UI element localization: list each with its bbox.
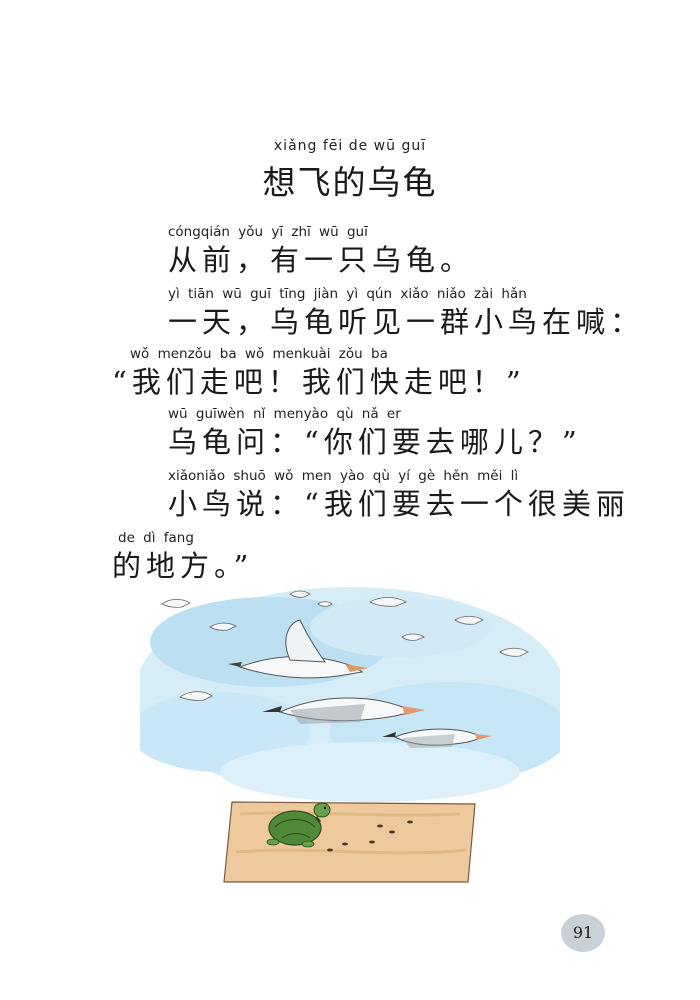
line-hanzi: 从前，有一只乌龟。 xyxy=(168,243,475,277)
lesson-title: xiǎng fēi de wū guī 想飞的乌龟 xyxy=(0,138,700,204)
bird-large-3 xyxy=(382,728,492,748)
text-line-3: wǒ menzǒu ba wǒ menkuài zǒu ba “我们走吧！我们快… xyxy=(112,344,526,400)
text-line-2: yì tiān wū guī tīng jiàn yì qún xiǎo niǎ… xyxy=(168,284,644,340)
text-line-4: wū guīwèn nǐ menyào qù nǎ er 乌龟问：“你们要去哪儿… xyxy=(168,404,582,460)
line-pinyin: xiǎoniǎo shuō wǒ men yào qù yí gè hěn mě… xyxy=(168,468,519,484)
birds-and-turtle-illustration xyxy=(140,587,560,883)
line-hanzi: 乌龟问：“你们要去哪儿？” xyxy=(168,425,582,459)
turtle-icon xyxy=(266,802,331,848)
line-hanzi: 一天，乌龟听见一群小鸟在喊： xyxy=(168,305,645,339)
line-pinyin: wū guīwèn nǐ menyào qù nǎ er xyxy=(168,406,401,422)
page-number: 91 xyxy=(572,923,594,942)
line-pinyin: de dì fang xyxy=(118,530,194,546)
bird-large-1 xyxy=(228,619,368,679)
line-hanzi: 的地方。” xyxy=(112,549,254,583)
page-number-badge: 91 xyxy=(561,914,605,952)
line-pinyin: wǒ menzǒu ba wǒ menkuài zǒu ba xyxy=(130,346,388,362)
line-hanzi: 小鸟说：“我们要去一个很美丽 xyxy=(168,487,630,521)
line-hanzi: “我们走吧！我们快走吧！” xyxy=(112,365,526,399)
sandy-ground xyxy=(223,801,476,883)
text-line-5: xiǎoniǎo shuō wǒ men yào qù yí gè hěn mě… xyxy=(168,466,630,522)
title-pinyin: xiǎng fēi de wū guī xyxy=(273,138,427,154)
text-line-6: de dì fang 的地方。” xyxy=(112,528,253,584)
title-text: 想飞的乌龟 xyxy=(262,163,438,202)
text-line-1: cóngqián yǒu yī zhī wū guī 从前，有一只乌龟。 xyxy=(168,222,474,278)
bird-small-flock xyxy=(161,590,529,701)
line-pinyin: cóngqián yǒu yī zhī wū guī xyxy=(168,224,368,240)
bird-large-2 xyxy=(262,697,425,724)
line-pinyin: yì tiān wū guī tīng jiàn yì qún xiǎo niǎ… xyxy=(168,286,527,302)
